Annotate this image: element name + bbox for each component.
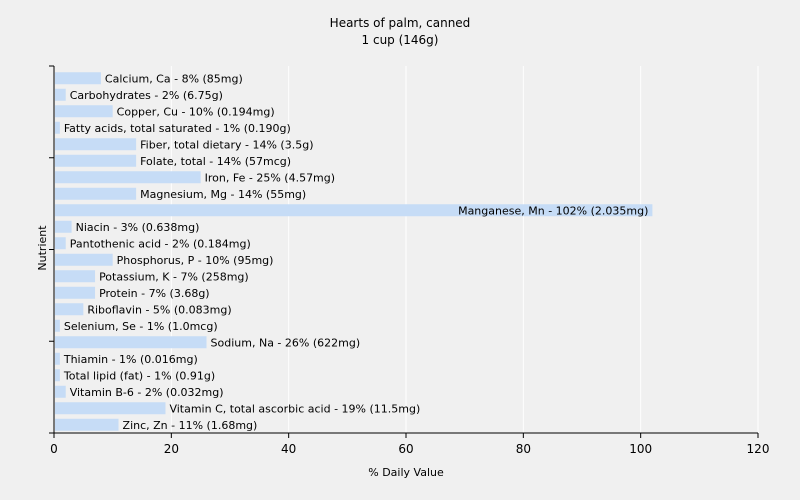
bar-label: Magnesium, Mg - 14% (55mg) <box>140 188 306 201</box>
bar <box>55 171 201 184</box>
bar-label: Total lipid (fat) - 1% (0.91g) <box>63 369 215 382</box>
bar <box>55 303 84 316</box>
bar-label: Selenium, Se - 1% (1.0mcg) <box>64 320 218 333</box>
x-tick-label: 0 <box>50 442 58 456</box>
bar <box>55 72 101 85</box>
bar <box>55 286 96 299</box>
bar <box>55 385 66 398</box>
bar <box>55 319 60 332</box>
bar-label: Niacin - 3% (0.638mg) <box>76 221 200 234</box>
chart-title: Hearts of palm, canned <box>330 16 471 30</box>
bar <box>55 88 66 101</box>
x-axis-title: % Daily Value <box>368 466 444 479</box>
x-tick-label: 20 <box>164 442 179 456</box>
bar-label: Fatty acids, total saturated - 1% (0.190… <box>64 122 291 135</box>
bar-label: Vitamin B-6 - 2% (0.032mg) <box>70 386 224 399</box>
bar <box>55 336 207 349</box>
bar <box>55 237 66 250</box>
x-tick-label: 40 <box>281 442 296 456</box>
x-tick-label: 60 <box>398 442 413 456</box>
bar-label: Phosphorus, P - 10% (95mg) <box>117 254 274 267</box>
bar-label: Thiamin - 1% (0.016mg) <box>63 353 198 366</box>
bar-label: Vitamin C, total ascorbic acid - 19% (11… <box>169 402 420 415</box>
bar <box>55 121 60 134</box>
y-axis-title: Nutrient <box>36 225 49 271</box>
bar <box>55 402 166 415</box>
bar <box>55 154 137 167</box>
bar-label: Protein - 7% (3.68g) <box>99 287 210 300</box>
bar <box>55 369 60 382</box>
chart-subtitle: 1 cup (146g) <box>362 33 439 47</box>
grid-lines <box>170 66 759 433</box>
x-tick-label: 100 <box>629 442 652 456</box>
bar-label: Zinc, Zn - 11% (1.68mg) <box>123 419 258 432</box>
bar <box>55 105 113 118</box>
bar-label: Folate, total - 14% (57mcg) <box>140 155 291 168</box>
bar-label: Sodium, Na - 26% (622mg) <box>211 336 361 349</box>
bar-label: Riboflavin - 5% (0.083mg) <box>87 303 231 316</box>
bar <box>55 352 60 365</box>
bar <box>55 270 96 283</box>
bar-label: Fiber, total dietary - 14% (3.5g) <box>140 138 313 151</box>
x-tick-label: 120 <box>747 442 770 456</box>
bar <box>55 204 653 217</box>
bars: Calcium, Ca - 8% (85mg) Carbohydrates - 2… <box>55 72 653 432</box>
bar-label: Potassium, K - 7% (258mg) <box>99 270 249 283</box>
bar-label: Manganese, Mn - 102% (2.035mg) <box>458 204 648 217</box>
bar-label: Copper, Cu - 10% (0.194mg) <box>117 105 275 118</box>
bar-label: Carbohydrates - 2% (6.75g) <box>70 89 223 102</box>
bar-label: Pantothenic acid - 2% (0.184mg) <box>70 237 251 250</box>
bar <box>55 418 119 431</box>
bar <box>55 138 137 151</box>
x-tick-label: 80 <box>516 442 531 456</box>
bar <box>55 187 137 200</box>
axes: 0 20 40 60 80 100 120 <box>49 65 770 456</box>
bar <box>55 253 113 266</box>
bar <box>55 220 72 233</box>
bar-label: Iron, Fe - 25% (4.57mg) <box>205 171 335 184</box>
bar-label: Calcium, Ca - 8% (85mg) <box>105 72 243 85</box>
